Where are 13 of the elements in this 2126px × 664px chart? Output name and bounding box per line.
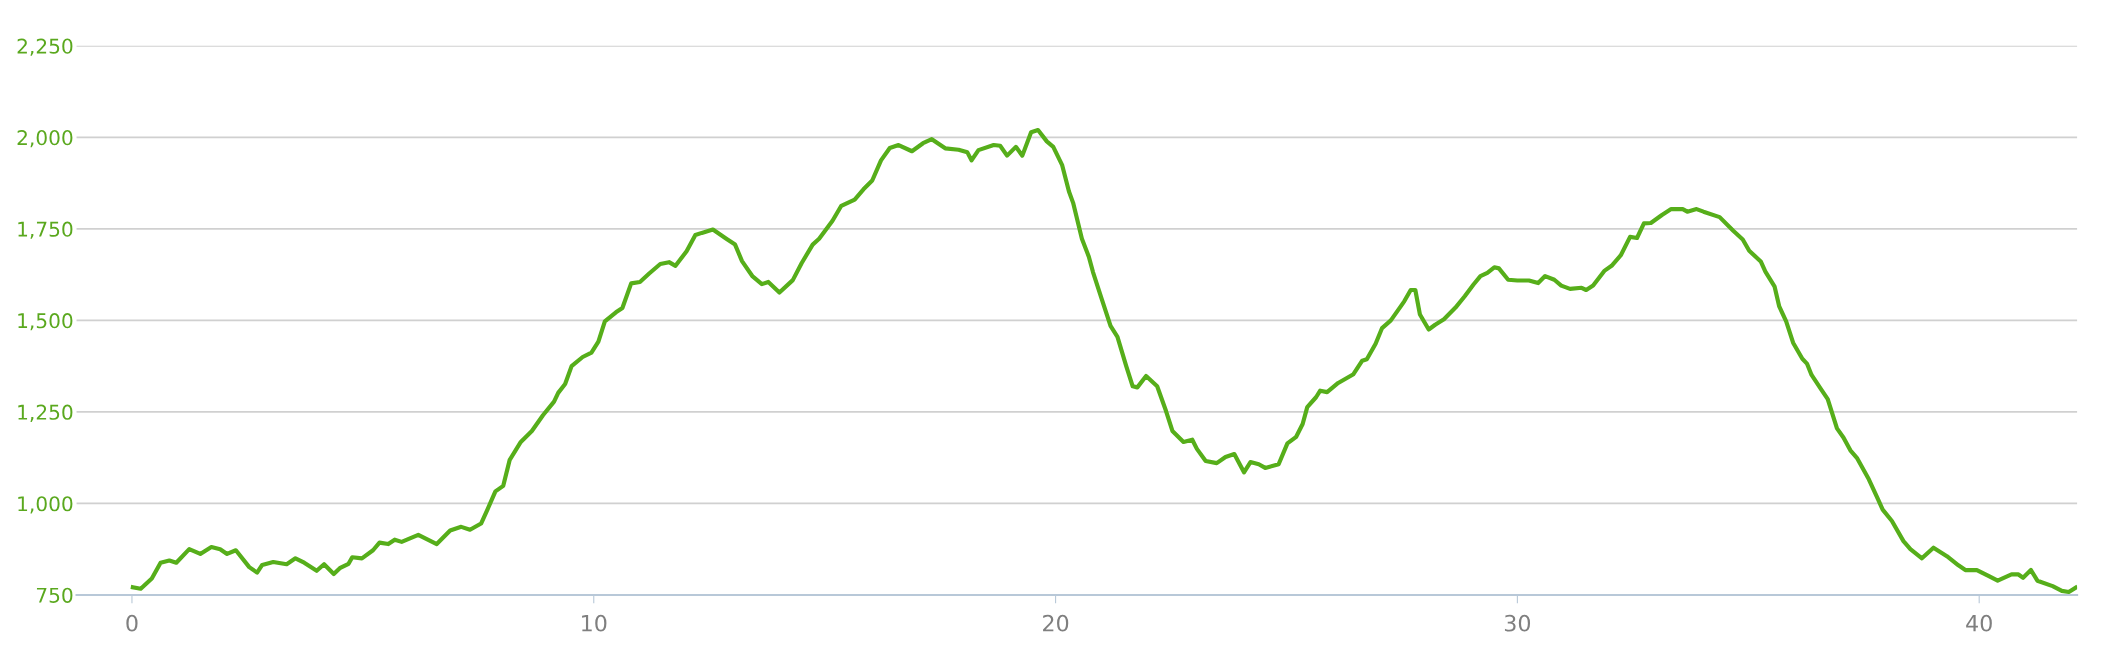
- y-tick-label: 1,250: [18, 404, 73, 422]
- x-tick-label: 30: [1504, 614, 1531, 632]
- y-tick-label: 750: [36, 587, 73, 603]
- line-series: [130, 127, 2078, 595]
- y-tick-label: 2,000: [17, 130, 73, 148]
- y-tick-label: 1,750: [18, 221, 73, 239]
- y-tick-label: 1,000: [18, 496, 73, 514]
- y-tick-label: 2,250: [17, 38, 73, 56]
- x-tick-label: 20: [1043, 614, 1069, 632]
- x-tick-label: 0: [126, 614, 138, 632]
- x-tick-label: 40: [1966, 614, 1992, 632]
- y-tick-label: 1,500: [18, 313, 73, 331]
- x-tick-label: 10: [582, 614, 607, 632]
